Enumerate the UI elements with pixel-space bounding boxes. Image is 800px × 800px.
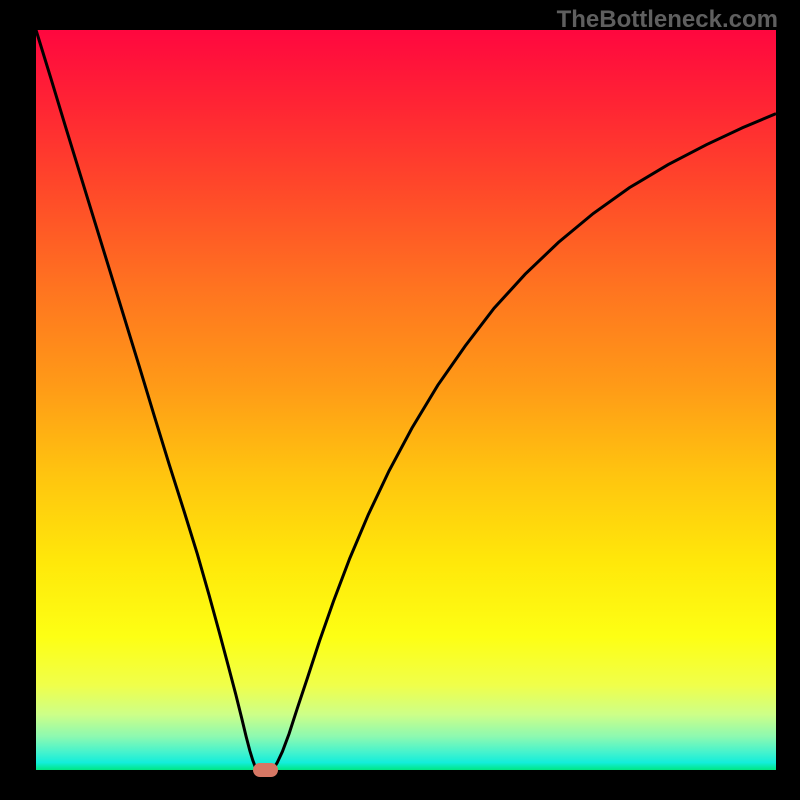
minimum-marker — [253, 763, 278, 777]
watermark-text: TheBottleneck.com — [557, 6, 778, 34]
chart-stage: TheBottleneck.com — [0, 0, 800, 800]
plot-area — [36, 30, 776, 770]
